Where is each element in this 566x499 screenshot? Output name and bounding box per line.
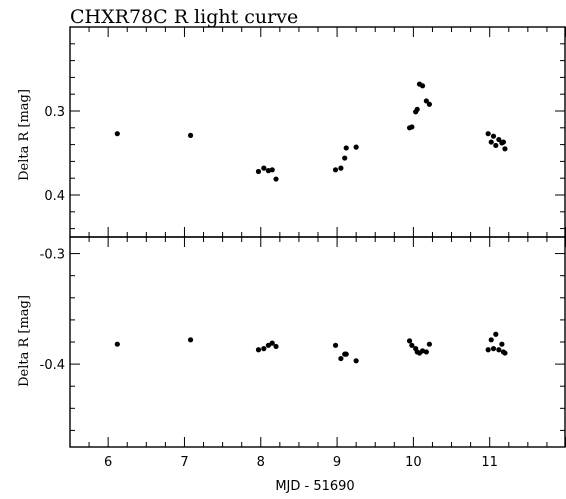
x-axis-label: MJD - 51690 [275,479,354,494]
top-data-point [273,176,279,182]
top-data-point [409,124,415,130]
top-data-point [419,83,426,89]
top-data-point [269,167,275,173]
top-data-point [353,144,359,150]
bottom-data-point [332,342,339,348]
bottom-data-point [493,331,499,337]
bottom-data-point [343,351,349,357]
top-data-point [343,145,349,151]
top-data-point [414,106,420,112]
x-tick-label: 6 [104,455,112,470]
top-data-point [187,132,194,138]
top-data-point [423,98,429,104]
top-data-point [332,167,339,173]
top-data-point [493,142,499,149]
bottom-data-point [261,346,267,352]
top-data-point [426,101,433,107]
x-tick-label: 10 [405,455,422,470]
top-data-point [502,146,508,152]
x-tick-label: 9 [333,455,341,470]
bottom-data-point [502,350,508,356]
bottom-panel: -0.4 -0.3 6 7 8 9 10 11 [40,236,566,470]
top-data-point [496,136,502,143]
x-tick-label: 8 [257,455,265,470]
top-data-point [338,165,344,171]
top-data-point [488,139,494,145]
bottom-data-point [269,340,275,346]
top-data-point [114,131,120,137]
bottom-data-point [490,346,497,352]
top-panel: 0.3 0.4 [44,26,566,238]
top-data-point [261,165,267,171]
top-data-point [255,168,262,175]
bottom-data-point [265,342,271,348]
bottom-data-point [488,337,494,343]
bottom-y-tick-label: -0.4 [40,358,65,373]
bottom-data-point [423,349,429,355]
top-plot-frame [69,26,566,238]
bottom-data-point [255,347,262,353]
x-tick-label: 7 [180,455,188,470]
chart-title: CHXR78C R light curve [70,6,298,28]
bottom-data-point [273,343,279,350]
top-y-axis-label: Delta R [mag] [17,89,32,181]
top-data-point [485,131,491,137]
bottom-data-point [499,341,505,347]
top-data-point [490,133,497,139]
top-y-tick-label: 0.3 [44,105,65,120]
bottom-data-point [409,342,415,348]
top-y-tick-label: 0.4 [44,189,65,204]
bottom-data-point [114,341,120,347]
bottom-data-point [353,358,359,364]
bottom-data-point [406,338,413,344]
bottom-y-axis-label: Delta R [mag] [17,295,32,387]
bottom-data-point [426,341,433,347]
x-tick-label: 11 [481,455,498,470]
top-data-point [500,139,507,145]
bottom-y-tick-label: -0.3 [40,248,65,263]
bottom-data-point [187,337,194,343]
bottom-data-point [496,347,502,353]
top-data-point [342,155,348,161]
bottom-data-point [338,355,344,362]
bottom-data-point [485,347,491,353]
